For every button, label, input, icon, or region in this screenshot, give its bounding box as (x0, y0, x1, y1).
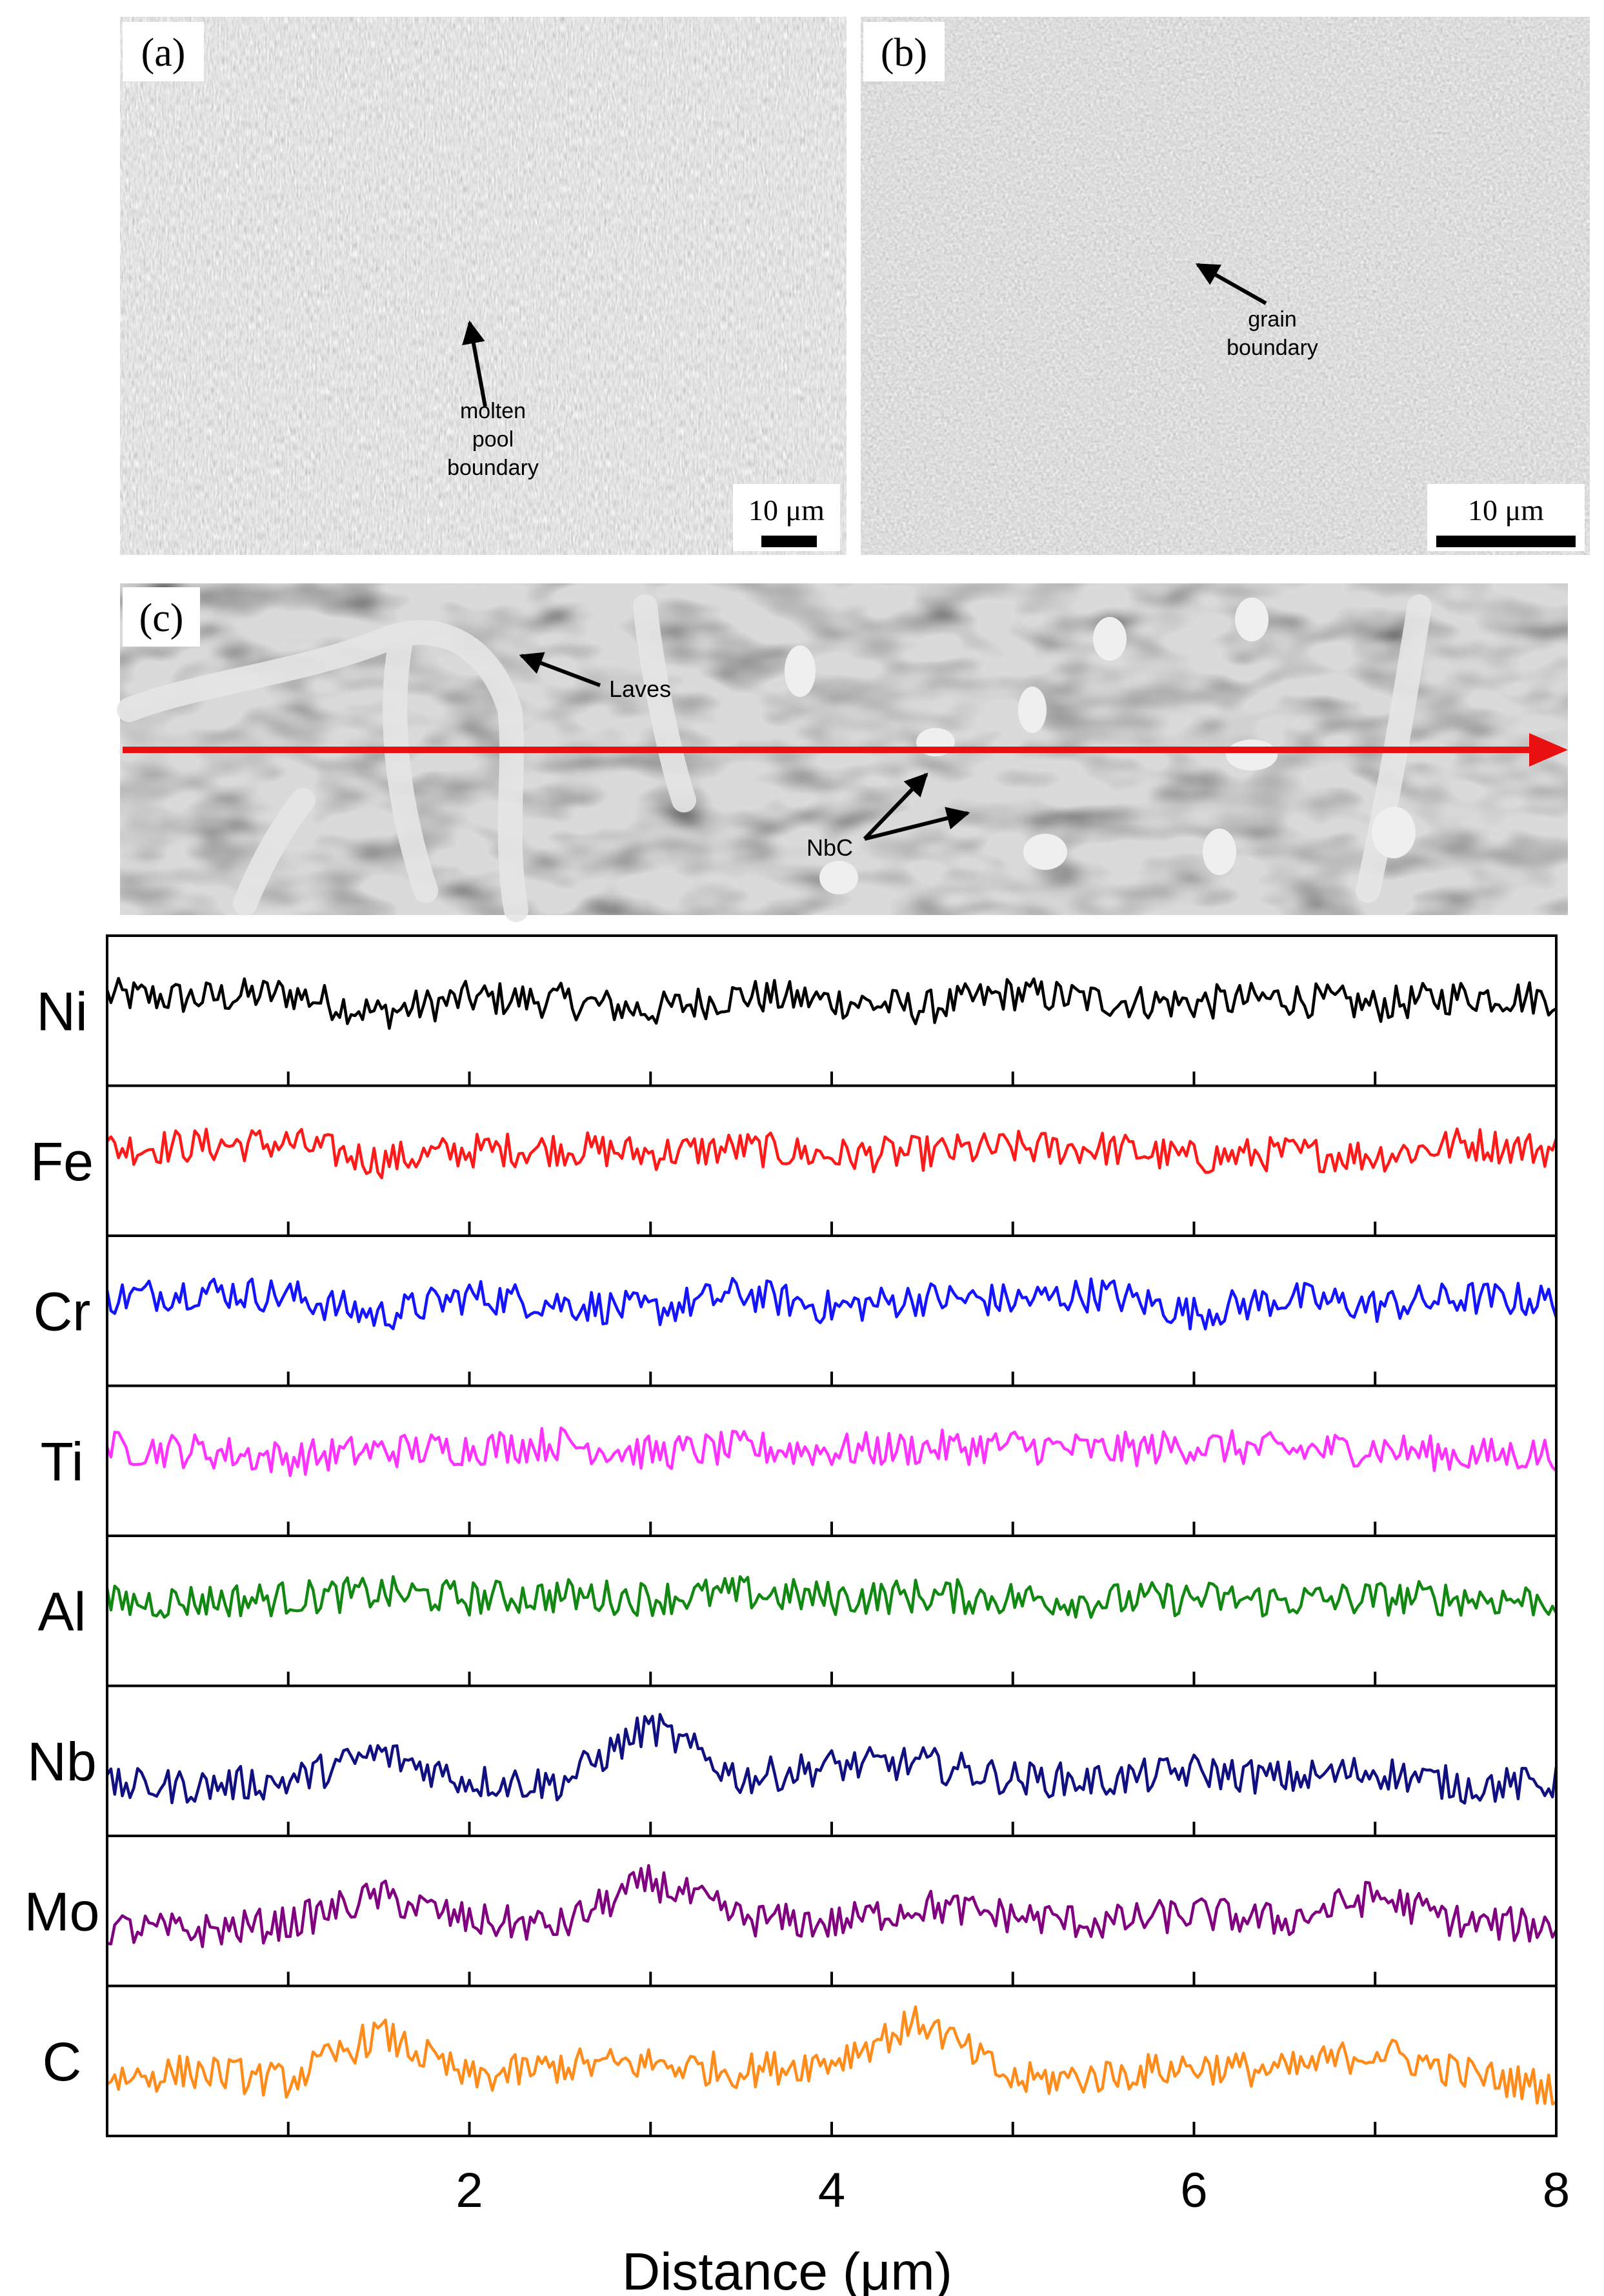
element-label-al: Al (38, 1581, 86, 1642)
panel-a-scale-bar (761, 536, 817, 547)
x-axis-label: Distance (μm) (622, 2242, 952, 2296)
x-axis-ticks: 2 4 6 8 (456, 2163, 1570, 2218)
element-label-fe: Fe (30, 1131, 94, 1192)
panel-b-scale-label: 10 μm (1468, 494, 1544, 527)
panel-b: (b) grain boundary 10 μm (861, 17, 1590, 555)
panel-c: (c) Laves NbC (117, 583, 1568, 922)
panel-b-label: (b) (881, 31, 927, 75)
profile-ti (105, 1426, 1558, 1477)
panel-a-arrow (462, 320, 487, 407)
panel-a-label: (a) (141, 31, 186, 75)
element-label-c: C (43, 2031, 82, 2092)
panel-a-annotation-3: boundary (447, 456, 539, 480)
panel-a-annotation-1: molten (460, 399, 526, 423)
profile-mo (106, 1864, 1558, 1948)
nbc-label: NbC (807, 834, 853, 861)
profile-cr (105, 1276, 1558, 1331)
element-label-nb: Nb (27, 1731, 96, 1792)
panel-b-annotation-2: boundary (1227, 336, 1318, 360)
panel-c-label: (c) (139, 596, 184, 640)
element-label-ni: Ni (36, 981, 87, 1042)
nbc-arrow-2 (864, 807, 970, 841)
profile-fe (106, 1127, 1558, 1180)
element-labels: Ni Fe Cr Ti Al Nb Mo C (25, 981, 100, 2092)
nbc-arrow-1 (863, 772, 928, 841)
panel-a-scale-label: 10 μm (748, 494, 825, 527)
panel-a-annotation-2: pool (472, 427, 514, 452)
panel-a: (a) molten pool boundary 10 μm (120, 17, 847, 555)
panel-b-grain-boundary-line (1139, 19, 1228, 549)
element-label-ti: Ti (41, 1431, 84, 1492)
panel-b-annotation-1: grain (1248, 307, 1297, 332)
laves-arrow (519, 652, 601, 687)
strip-frame-nb (106, 1684, 1558, 1837)
x-tick-label: 4 (818, 2163, 845, 2218)
element-label-mo: Mo (25, 1881, 100, 1942)
profile-nb (106, 1713, 1558, 1805)
panel-b-scale-bar (1436, 536, 1576, 547)
profile-al (105, 1575, 1558, 1619)
panel-b-arrow (1195, 263, 1267, 305)
strip-frames (106, 934, 1558, 2137)
line-scan-chart: Ni Fe Cr Ti Al Nb Mo C 2 4 6 8 Distance (μm) (25, 934, 1570, 2296)
laves-label: Laves (609, 676, 671, 702)
x-tick-label: 6 (1180, 2163, 1207, 2218)
element-profiles (105, 976, 1558, 2106)
element-label-cr: Cr (34, 1281, 91, 1342)
x-tick-label: 8 (1543, 2163, 1570, 2218)
profile-ni (105, 976, 1558, 1030)
strip-frame-al (106, 1535, 1558, 1687)
x-tick-label: 2 (456, 2163, 483, 2218)
profile-c (106, 2005, 1558, 2106)
scan-line-arrowhead (1529, 733, 1568, 767)
